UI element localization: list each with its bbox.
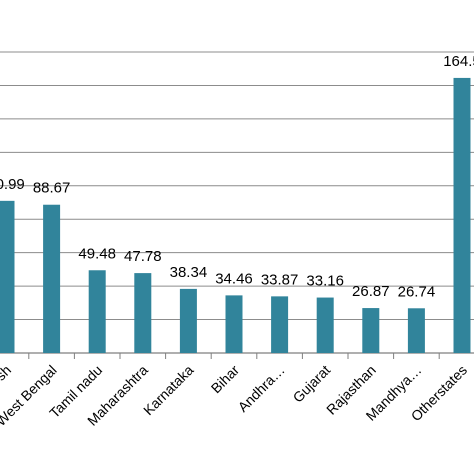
value-label: 33.87 <box>261 271 299 288</box>
value-label: 34.46 <box>215 270 253 287</box>
value-label: 38.34 <box>170 264 208 281</box>
value-label: 26.87 <box>352 283 390 300</box>
x-tick-label: Karnataka <box>140 362 197 419</box>
bar <box>88 270 106 353</box>
value-label: 90.99 <box>0 176 25 193</box>
bar <box>316 297 334 353</box>
value-label: 33.16 <box>306 273 344 290</box>
value-label: 88.67 <box>33 180 71 197</box>
bar <box>225 295 243 353</box>
x-tick-label: Bihar <box>208 362 243 397</box>
bar <box>453 77 471 354</box>
bar <box>179 288 197 353</box>
x-tick-label: Andhra… <box>235 362 288 415</box>
value-label: 26.74 <box>398 283 436 300</box>
x-tick-label: Gujarat <box>290 362 334 406</box>
value-label: 49.48 <box>78 245 116 262</box>
bar <box>134 273 152 353</box>
bar <box>407 308 425 353</box>
value-label: 164.5 <box>443 53 474 70</box>
bar <box>43 204 61 353</box>
bar <box>362 308 380 353</box>
bar <box>0 200 15 353</box>
value-label: 47.78 <box>124 248 162 265</box>
bar <box>271 296 289 353</box>
